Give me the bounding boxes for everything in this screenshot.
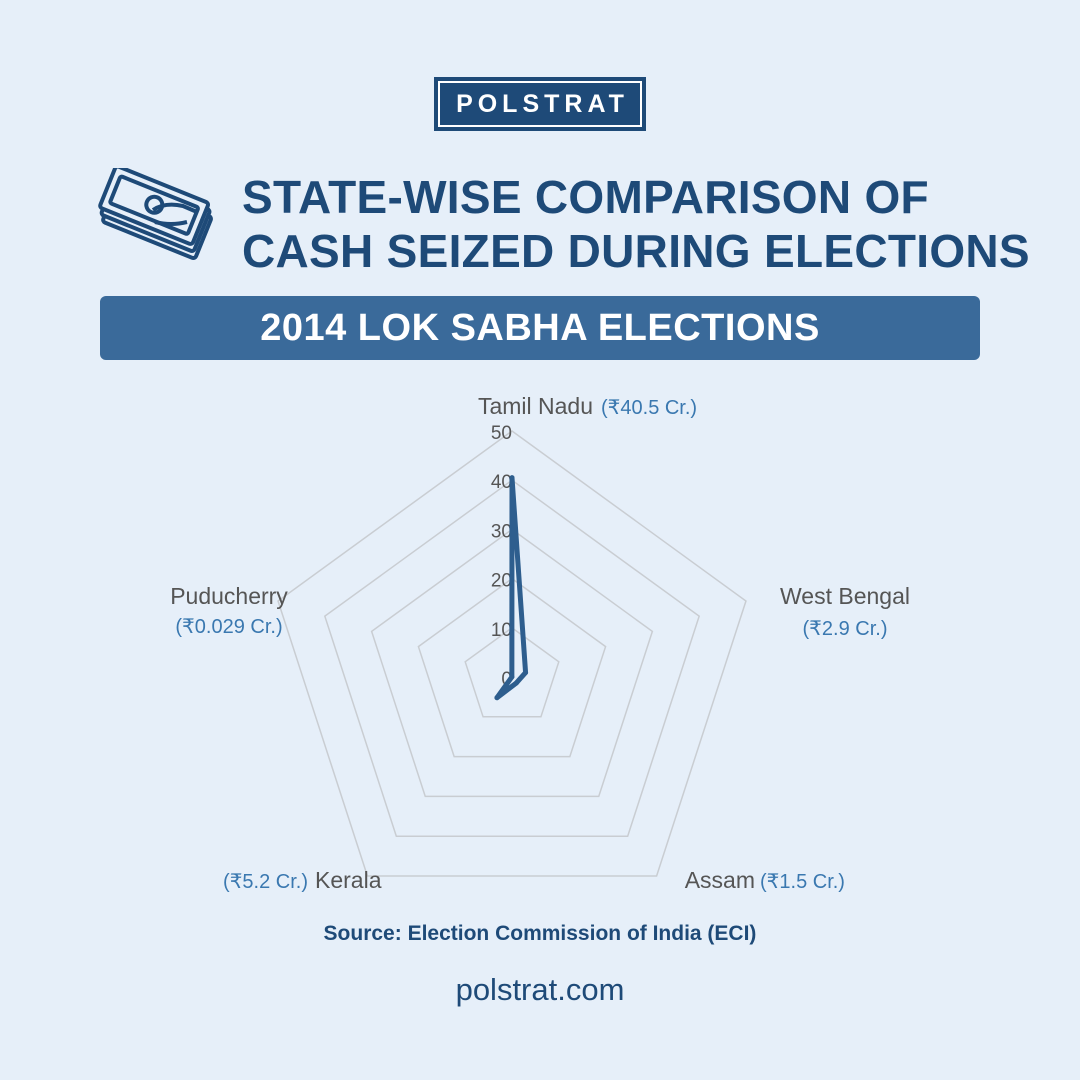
category-label: West Bengal — [780, 583, 910, 609]
data-point — [523, 670, 529, 676]
value-label: (₹0.029 Cr.) — [175, 616, 282, 638]
value-label: (₹40.5 Cr.) — [601, 397, 697, 419]
website-link[interactable]: polstrat.com — [455, 972, 625, 1007]
data-point — [494, 695, 500, 701]
category-label: Kerala — [315, 867, 382, 893]
grid-ring — [464, 626, 560, 718]
value-label: (₹1.5 Cr.) — [760, 871, 845, 893]
value-label: (₹2.9 Cr.) — [803, 618, 888, 640]
category-label: Tamil Nadu — [478, 393, 593, 419]
polstrat-logo: POLSTRAT — [434, 77, 646, 131]
banner-text: 2014 LOK SABHA ELECTIONS — [260, 306, 820, 349]
series-line — [494, 475, 529, 701]
page-title: STATE-WISE COMPARISON OF CASH SEIZED DUR… — [242, 170, 1042, 278]
data-point — [513, 680, 519, 686]
grid-ring — [370, 528, 654, 798]
grid-ring — [323, 479, 701, 837]
logo-text: POLSTRAT — [438, 81, 642, 127]
title-line-2: CASH SEIZED DURING ELECTIONS — [242, 225, 1030, 277]
election-banner: 2014 LOK SABHA ELECTIONS — [100, 296, 980, 360]
tick-label: 30 — [491, 521, 512, 542]
data-point — [509, 475, 515, 481]
tick-label: 10 — [491, 620, 512, 641]
value-label: (₹5.2 Cr.) — [223, 871, 308, 893]
data-point — [509, 674, 515, 680]
tick-label: 20 — [491, 571, 512, 592]
tick-label: 0 — [501, 669, 512, 690]
grid-ring — [417, 577, 607, 758]
source-note: Source: Election Commission of India (EC… — [323, 922, 757, 945]
grid-ring — [277, 430, 747, 877]
category-label: Puducherry — [170, 583, 288, 609]
category-label: Assam — [685, 867, 755, 893]
cash-notes-icon — [98, 168, 213, 261]
tick-label: 50 — [491, 423, 512, 444]
title-line-1: STATE-WISE COMPARISON OF — [242, 171, 929, 223]
tick-label: 40 — [491, 472, 512, 493]
